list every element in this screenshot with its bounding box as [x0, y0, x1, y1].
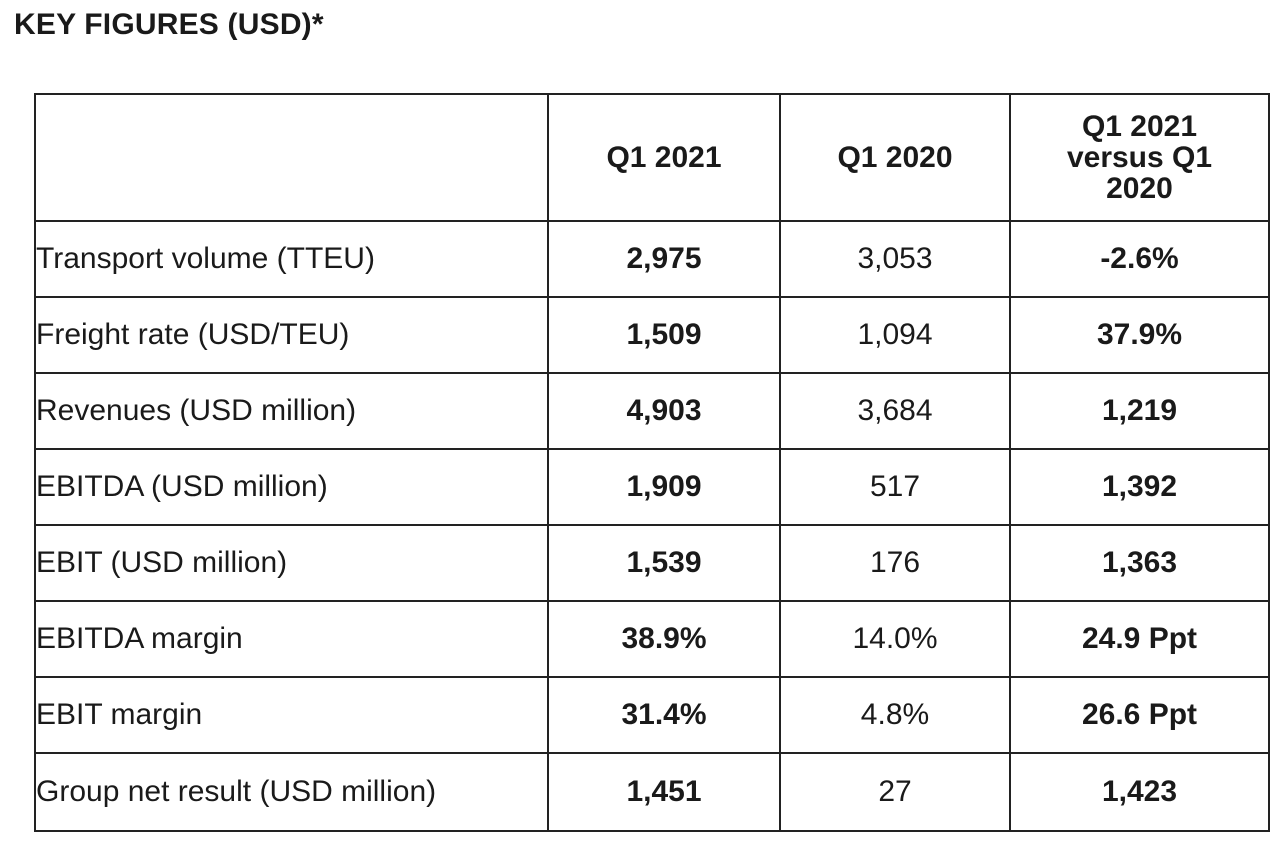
table-row: Freight rate (USD/TEU) 1,509 1,094 37.9% — [34, 296, 1270, 374]
value-change: 24.9 Ppt — [1009, 600, 1270, 678]
header-cell-empty — [34, 93, 549, 222]
row-label: EBITDA (USD million) — [34, 448, 549, 526]
table-header-row: Q1 2021 Q1 2020 Q1 2021 versus Q1 2020 — [34, 93, 1270, 222]
value-q1-2021: 38.9% — [547, 600, 781, 678]
header-cell-q1-2020: Q1 2020 — [779, 93, 1011, 222]
value-q1-2021: 31.4% — [547, 676, 781, 754]
table-row: Revenues (USD million) 4,903 3,684 1,219 — [34, 372, 1270, 450]
value-q1-2020: 1,094 — [779, 296, 1011, 374]
value-change: -2.6% — [1009, 220, 1270, 298]
table-row: EBIT (USD million) 1,539 176 1,363 — [34, 524, 1270, 602]
value-change: 1,392 — [1009, 448, 1270, 526]
row-label: EBIT margin — [34, 676, 549, 754]
value-q1-2021: 1,909 — [547, 448, 781, 526]
value-q1-2020: 3,053 — [779, 220, 1011, 298]
row-label: Group net result (USD million) — [34, 752, 549, 832]
header-cell-change: Q1 2021 versus Q1 2020 — [1009, 93, 1270, 222]
table-row: EBITDA (USD million) 1,909 517 1,392 — [34, 448, 1270, 526]
value-q1-2020: 27 — [779, 752, 1011, 832]
value-change: 1,219 — [1009, 372, 1270, 450]
value-q1-2021: 1,539 — [547, 524, 781, 602]
value-change: 26.6 Ppt — [1009, 676, 1270, 754]
value-q1-2021: 1,509 — [547, 296, 781, 374]
value-change: 1,423 — [1009, 752, 1270, 832]
row-label: Revenues (USD million) — [34, 372, 549, 450]
row-label: Freight rate (USD/TEU) — [34, 296, 549, 374]
value-q1-2020: 4.8% — [779, 676, 1011, 754]
header-cell-q1-2021: Q1 2021 — [547, 93, 781, 222]
row-label: EBIT (USD million) — [34, 524, 549, 602]
value-q1-2020: 14.0% — [779, 600, 1011, 678]
value-q1-2021: 2,975 — [547, 220, 781, 298]
page-title: KEY FIGURES (USD)* — [14, 8, 324, 41]
table-row: Transport volume (TTEU) 2,975 3,053 -2.6… — [34, 220, 1270, 298]
row-label: EBITDA margin — [34, 600, 549, 678]
value-change: 37.9% — [1009, 296, 1270, 374]
table-row: EBITDA margin 38.9% 14.0% 24.9 Ppt — [34, 600, 1270, 678]
row-label: Transport volume (TTEU) — [34, 220, 549, 298]
value-q1-2021: 1,451 — [547, 752, 781, 832]
value-q1-2020: 517 — [779, 448, 1011, 526]
value-q1-2020: 3,684 — [779, 372, 1011, 450]
value-change: 1,363 — [1009, 524, 1270, 602]
table-row: EBIT margin 31.4% 4.8% 26.6 Ppt — [34, 676, 1270, 754]
value-q1-2021: 4,903 — [547, 372, 781, 450]
table-row: Group net result (USD million) 1,451 27 … — [34, 752, 1270, 832]
value-q1-2020: 176 — [779, 524, 1011, 602]
key-figures-table: Q1 2021 Q1 2020 Q1 2021 versus Q1 2020 T… — [34, 93, 1270, 832]
